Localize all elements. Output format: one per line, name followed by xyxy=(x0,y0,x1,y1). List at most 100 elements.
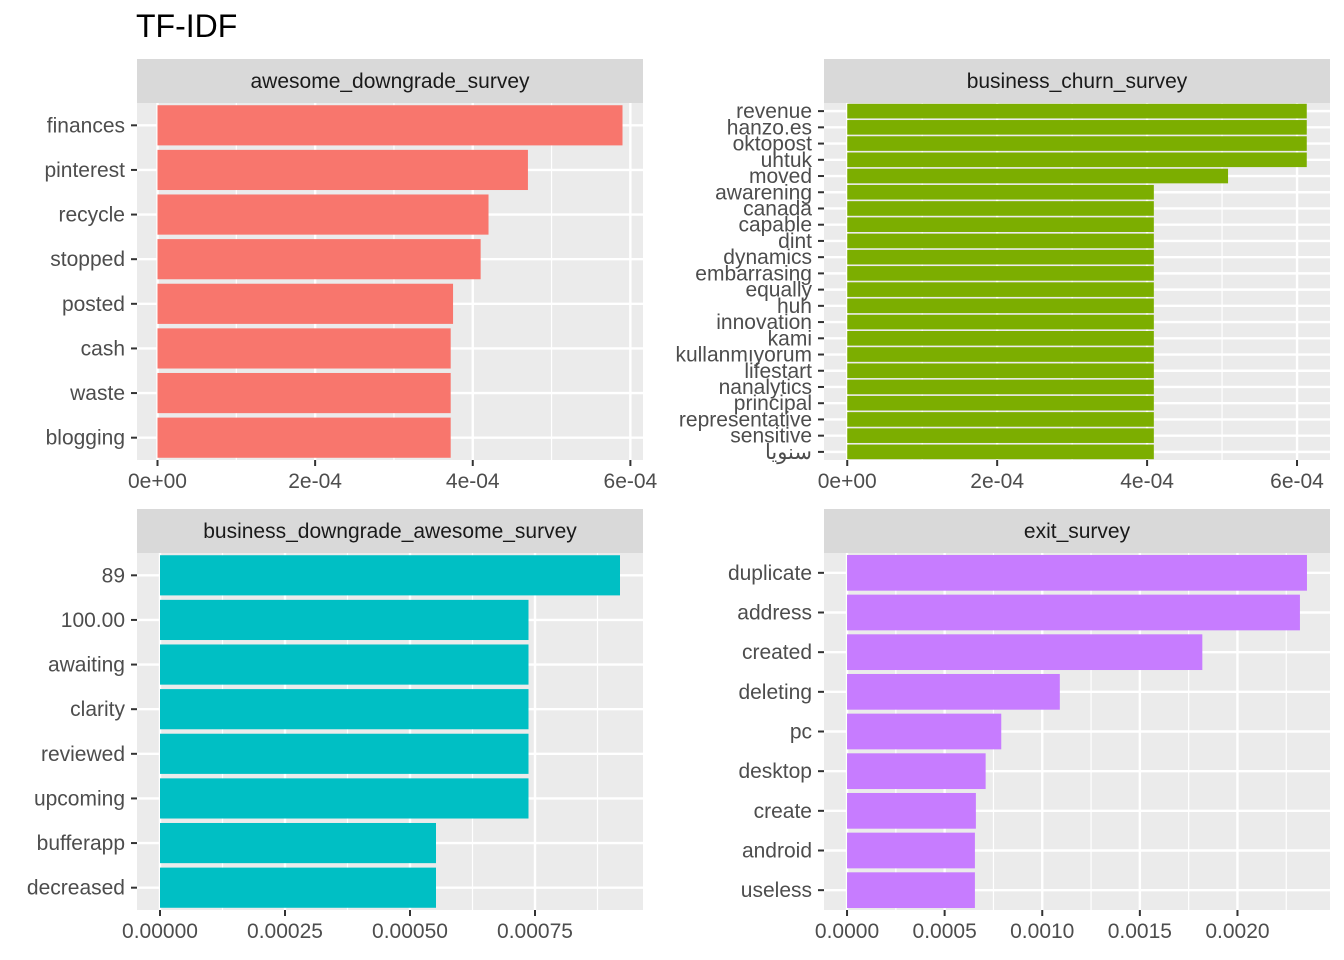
y-tick-label: hanzo.es xyxy=(727,116,812,139)
y-tick-label: clarity xyxy=(70,698,125,721)
bar xyxy=(160,644,529,685)
bar xyxy=(160,778,529,819)
bar xyxy=(847,217,1154,233)
facet-strip-label: awesome_downgrade_survey xyxy=(251,70,530,93)
bar xyxy=(847,395,1154,411)
bar xyxy=(847,201,1154,216)
bar xyxy=(847,298,1154,314)
bar xyxy=(157,105,623,146)
bar xyxy=(157,283,454,324)
y-tick-label: waste xyxy=(69,382,125,405)
bar xyxy=(160,689,529,730)
y-tick-label: embarrasing xyxy=(695,262,812,285)
bar xyxy=(847,152,1307,168)
y-tick-label: kullanmıyorum xyxy=(675,344,812,367)
y-tick-label: duplicate xyxy=(728,562,812,585)
x-tick-label: 0.0020 xyxy=(1205,920,1269,943)
bar xyxy=(847,444,1154,460)
y-tick-label: useless xyxy=(741,879,812,902)
y-tick-label: revenue xyxy=(736,100,812,123)
x-tick-label: 6e-04 xyxy=(604,470,658,493)
bar xyxy=(847,792,976,829)
bar xyxy=(157,372,451,414)
y-tick-label: سنويا xyxy=(765,441,812,465)
facet-strip-label: business_downgrade_awesome_survey xyxy=(203,520,577,543)
chart-title: TF-IDF xyxy=(136,8,238,44)
bar xyxy=(847,634,1203,671)
y-tick-label: decreased xyxy=(27,877,125,900)
y-tick-label: stopped xyxy=(50,248,125,271)
bar xyxy=(847,249,1154,265)
y-tick-label: pinterest xyxy=(44,159,125,182)
bar xyxy=(160,822,436,864)
x-tick-label: 4e-04 xyxy=(446,470,500,493)
facet-strip xyxy=(137,59,643,103)
y-tick-label: posted xyxy=(62,293,125,316)
x-tick-label: 0e+00 xyxy=(128,470,187,493)
bar xyxy=(847,184,1154,200)
bar xyxy=(160,599,529,641)
bar xyxy=(847,832,975,869)
y-tick-label: dint xyxy=(778,230,812,253)
facet-strip-label: business_churn_survey xyxy=(967,70,1188,93)
x-tick-label: 4e-04 xyxy=(1120,470,1174,493)
bar xyxy=(160,867,436,908)
y-tick-label: representative xyxy=(679,408,812,431)
y-tick-label: innovation xyxy=(716,311,812,334)
facet-strip xyxy=(824,509,1330,553)
y-tick-label: canada xyxy=(743,197,812,220)
y-tick-label: upcoming xyxy=(34,787,125,810)
y-tick-label: address xyxy=(737,602,812,625)
y-tick-label: dynamics xyxy=(723,246,812,269)
bar xyxy=(847,330,1154,346)
y-tick-label: desktop xyxy=(738,760,812,783)
y-tick-label: awaiting xyxy=(48,654,125,677)
y-tick-label: principal xyxy=(734,392,812,415)
x-tick-label: 0.0010 xyxy=(1010,920,1074,943)
bar xyxy=(847,753,986,790)
bar xyxy=(157,417,451,458)
bar xyxy=(847,120,1307,135)
y-tick-label: kami xyxy=(768,327,812,350)
facet-strip xyxy=(137,509,643,553)
y-tick-label: 100.00 xyxy=(61,609,125,632)
bar xyxy=(847,233,1154,249)
y-tick-label: 89 xyxy=(102,564,125,587)
bar xyxy=(847,379,1154,395)
bar xyxy=(157,239,481,280)
y-tick-label: deleting xyxy=(738,681,812,704)
y-tick-label: finances xyxy=(47,114,125,137)
bar xyxy=(847,594,1300,631)
bar xyxy=(157,149,528,191)
bar xyxy=(847,314,1154,330)
bar xyxy=(847,347,1154,362)
bar xyxy=(847,872,975,909)
bar xyxy=(847,168,1229,184)
bar xyxy=(160,733,529,774)
x-tick-label: 0.00025 xyxy=(247,920,323,943)
facet-strip-label: exit_survey xyxy=(1024,520,1131,543)
y-tick-label: reviewed xyxy=(41,743,125,766)
bar xyxy=(847,266,1154,281)
x-tick-label: 0e+00 xyxy=(818,470,877,493)
facet-strip xyxy=(824,59,1330,103)
y-tick-label: moved xyxy=(749,165,812,188)
bar xyxy=(847,136,1307,151)
y-tick-label: nanalytics xyxy=(719,376,812,399)
x-tick-label: 6e-04 xyxy=(1270,470,1324,493)
y-tick-label: created xyxy=(742,641,812,664)
bar xyxy=(847,428,1154,443)
y-tick-label: lifestart xyxy=(744,360,812,383)
y-tick-label: android xyxy=(742,840,812,863)
bar xyxy=(847,103,1307,119)
y-tick-label: create xyxy=(754,800,812,823)
y-tick-label: uhtuk xyxy=(761,149,813,172)
x-tick-label: 0.00000 xyxy=(122,920,198,943)
bar xyxy=(157,194,489,235)
y-tick-label: recycle xyxy=(58,204,125,227)
bar xyxy=(847,363,1154,379)
bar xyxy=(847,554,1307,591)
bar xyxy=(847,282,1154,297)
y-tick-label: sensitive xyxy=(730,425,812,448)
